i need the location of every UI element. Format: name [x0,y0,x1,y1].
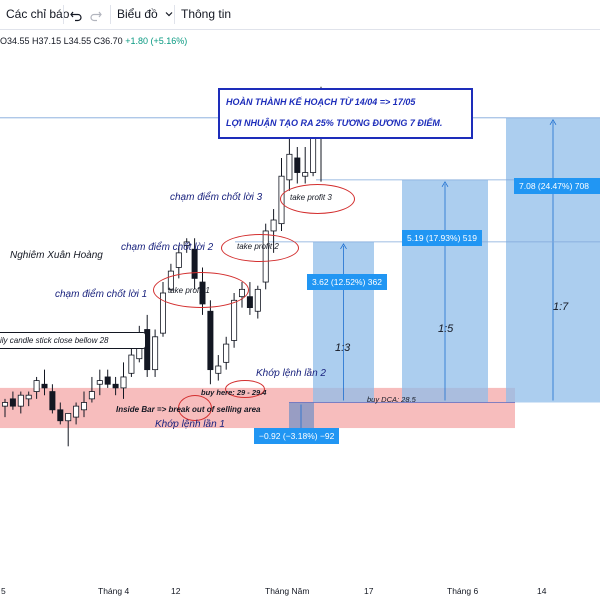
ratio-1: 1:3 [335,342,351,354]
x-tick: Tháng 4 [98,586,130,596]
ohlc-open: O34.55 [0,36,30,46]
candle-body [25,394,32,400]
x-tick: 12 [171,586,181,596]
stop-pill: −0.92 (−3.18%) −92 [254,428,340,444]
candle-body [57,409,64,422]
tp2-note: chạm điểm chốt lời 2 [121,242,214,253]
headline-annotation-box: HOÀN THÀNH KẾ HOẠCH TỪ 14/04 => 17/05 LỢ… [218,88,473,139]
candle-body [254,288,261,312]
headline-line-1: HOÀN THÀNH KẾ HOẠCH TỪ 14/04 => 17/05 [226,97,416,107]
fill-1-label: Khớp lệnh lần 1 [155,419,225,430]
indicators-button[interactable]: Các chỉ báo [6,7,70,21]
candle-body [88,391,95,400]
candle-body [81,402,88,411]
redo-icon[interactable] [90,0,102,29]
tp1-ellipse [153,272,249,308]
x-tick: 5 [1,586,6,596]
ohlc-readout: O34.55 H37.15 L34.55 C36.70 +1.80 (+5.16… [0,36,187,46]
toolbar-divider [174,5,175,24]
toolbar-divider [63,5,64,24]
buy-dca-label: buy DCA: 28.5 [367,395,416,404]
candle-body [2,402,8,407]
ratio-3: 1:7 [553,301,569,313]
ohlc-low: L34.55 [63,36,92,46]
target-arrowhead-2 [441,181,449,188]
candle-body [65,413,72,422]
tp2-ellipse [221,234,299,262]
info-button[interactable]: Thông tin [181,7,232,21]
candle-body [17,394,24,407]
candle-body [41,383,48,389]
candle-body [144,329,151,371]
candle-body [112,383,119,389]
candle-body [270,219,277,232]
target-arrowhead-3 [549,119,557,126]
candle-body [49,391,56,411]
x-tick: Tháng Năm [265,586,310,596]
tp2-label: take profit 2 [237,242,279,251]
tp1-label: take profit 1 [168,286,210,295]
chevron-down-icon [165,0,173,29]
tp3-label: take profit 3 [290,193,332,202]
candle-body [152,336,159,371]
inside-bar-label: Inside Bar => break out of selling area [116,405,261,414]
candle-body [294,157,301,173]
author-label: Nghiêm Xuân Hoàng [10,250,103,261]
undo-icon[interactable] [70,0,82,29]
candle-note-box: ily candle stick close bellow 28 [0,332,146,349]
candle-body [246,296,253,308]
candle-body [183,241,190,246]
candle-body [302,172,309,177]
target-3-pill: 7.08 (24.47%) 708 [514,178,600,194]
candle-body [223,343,230,363]
fill1-ellipse [178,395,212,421]
target-2-pill: 5.19 (17.93%) 519 [402,230,482,246]
price-chart[interactable] [0,30,600,580]
candle-body [175,252,182,268]
ohlc-high: H37.15 [32,36,62,46]
tp1-note: chạm điểm chốt lời 1 [55,289,148,300]
candle-body [215,365,222,374]
chart-type-label: Biểu đồ [117,7,158,21]
ratio-2: 1:5 [438,323,454,335]
target-arrowhead-1 [340,243,347,250]
fill2-ellipse [225,380,265,398]
fill-2-label: Khớp lệnh lần 2 [256,368,326,379]
candle-body [207,310,214,371]
candle-body [128,354,135,374]
candle-body [33,380,40,392]
x-tick: 14 [537,586,547,596]
x-tick: 17 [364,586,374,596]
candle-body [96,380,103,385]
headline-line-2: LỢI NHUẬN TẠO RA 25% TƯƠNG ĐƯƠNG 7 ĐIỂM. [226,118,443,128]
ohlc-close: C36.70 [93,36,123,46]
tp3-ellipse [280,184,355,214]
candle-body [73,405,80,418]
x-tick: Tháng 6 [447,586,479,596]
ohlc-change: +1.80 (+5.16%) [125,36,188,46]
buy-here-label: buy here: 29 - 29.4 [201,388,267,397]
candle-body [9,398,16,407]
toolbar-divider [110,5,111,24]
chart-type-button[interactable]: Biểu đồ [117,0,173,29]
candle-body [104,376,111,385]
top-toolbar: Các chỉ báo Biểu đồ Thông tin [0,0,600,30]
candle-body [120,376,127,389]
target-1-pill: 3.62 (12.52%) 362 [307,274,387,290]
candle-body [286,153,293,181]
tp3-note: chạm điểm chốt lời 3 [170,192,263,203]
candle-body [231,299,238,341]
